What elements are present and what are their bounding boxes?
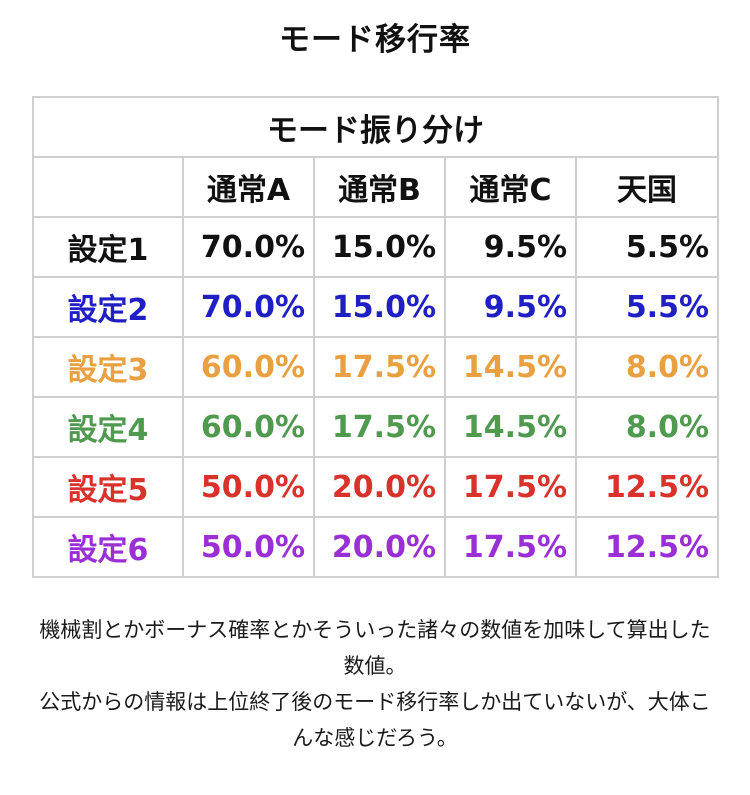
row-label-cell: 設定2 bbox=[32, 276, 184, 338]
header-cell-normal-b: 通常B bbox=[313, 156, 446, 218]
value-cell: 17.5% bbox=[313, 396, 446, 458]
value-cell: 5.5% bbox=[574, 216, 720, 278]
value-cell: 60.0% bbox=[182, 336, 315, 398]
row-label-cell: 設定4 bbox=[32, 396, 184, 458]
header-cell-normal-a: 通常A bbox=[182, 156, 315, 218]
value-cell: 50.0% bbox=[182, 516, 315, 578]
value-cell: 12.5% bbox=[574, 456, 720, 518]
table-row: 設定2 70.0% 15.0% 9.5% 5.5% bbox=[32, 276, 720, 338]
table-row: 設定6 50.0% 20.0% 17.5% 12.5% bbox=[32, 516, 720, 578]
header-cell-empty bbox=[32, 156, 184, 218]
value-cell: 20.0% bbox=[313, 516, 446, 578]
mode-distribution-table: モード振り分け 通常A 通常B 通常C 天国 設定1 70.0% 15.0% 9.5%… bbox=[31, 96, 720, 578]
value-cell: 50.0% bbox=[182, 456, 315, 518]
row-label-cell: 設定1 bbox=[32, 216, 184, 278]
table-row: 設定3 60.0% 17.5% 14.5% 8.0% bbox=[32, 336, 720, 398]
value-cell: 60.0% bbox=[182, 396, 315, 458]
value-cell: 9.5% bbox=[444, 276, 577, 338]
note-paragraph-2: 公式からの情報は上位終了後のモード移行率しか出ていないが、大体こんな感じだろう。 bbox=[39, 690, 711, 750]
page-title: モード移行率 bbox=[279, 22, 471, 58]
value-cell: 70.0% bbox=[182, 276, 315, 338]
value-cell: 20.0% bbox=[313, 456, 446, 518]
table-row: 設定5 50.0% 20.0% 17.5% 12.5% bbox=[32, 456, 720, 518]
value-cell: 9.5% bbox=[444, 216, 577, 278]
row-label-cell: 設定6 bbox=[32, 516, 184, 578]
table-caption: モード振り分け bbox=[31, 96, 720, 158]
table-row: 設定1 70.0% 15.0% 9.5% 5.5% bbox=[32, 216, 720, 278]
row-label-cell: 設定3 bbox=[32, 336, 184, 398]
value-cell: 12.5% bbox=[574, 516, 720, 578]
note-paragraph-1: 機械割とかボーナス確率とかそういった諸々の数値を加味して算出した数値。 bbox=[39, 618, 711, 678]
table-row: 設定4 60.0% 17.5% 14.5% 8.0% bbox=[32, 396, 720, 458]
value-cell: 8.0% bbox=[574, 396, 720, 458]
header-cell-heaven: 天国 bbox=[574, 156, 720, 218]
value-cell: 14.5% bbox=[444, 396, 577, 458]
value-cell: 17.5% bbox=[444, 456, 577, 518]
value-cell: 17.5% bbox=[313, 336, 446, 398]
notes-text: 機械割とかボーナス確率とかそういった諸々の数値を加味して算出した数値。 公式から… bbox=[30, 612, 720, 756]
mode-table-container: モード振り分け 通常A 通常B 通常C 天国 設定1 70.0% 15.0% 9.5%… bbox=[31, 96, 720, 578]
table-header-row: 通常A 通常B 通常C 天国 bbox=[32, 156, 720, 218]
value-cell: 17.5% bbox=[444, 516, 577, 578]
row-label-cell: 設定5 bbox=[32, 456, 184, 518]
value-cell: 15.0% bbox=[313, 216, 446, 278]
table-caption-row: モード振り分け bbox=[31, 96, 720, 158]
value-cell: 15.0% bbox=[313, 276, 446, 338]
value-cell: 8.0% bbox=[574, 336, 720, 398]
value-cell: 70.0% bbox=[182, 216, 315, 278]
value-cell: 14.5% bbox=[444, 336, 577, 398]
header-cell-normal-c: 通常C bbox=[444, 156, 577, 218]
value-cell: 5.5% bbox=[574, 276, 720, 338]
